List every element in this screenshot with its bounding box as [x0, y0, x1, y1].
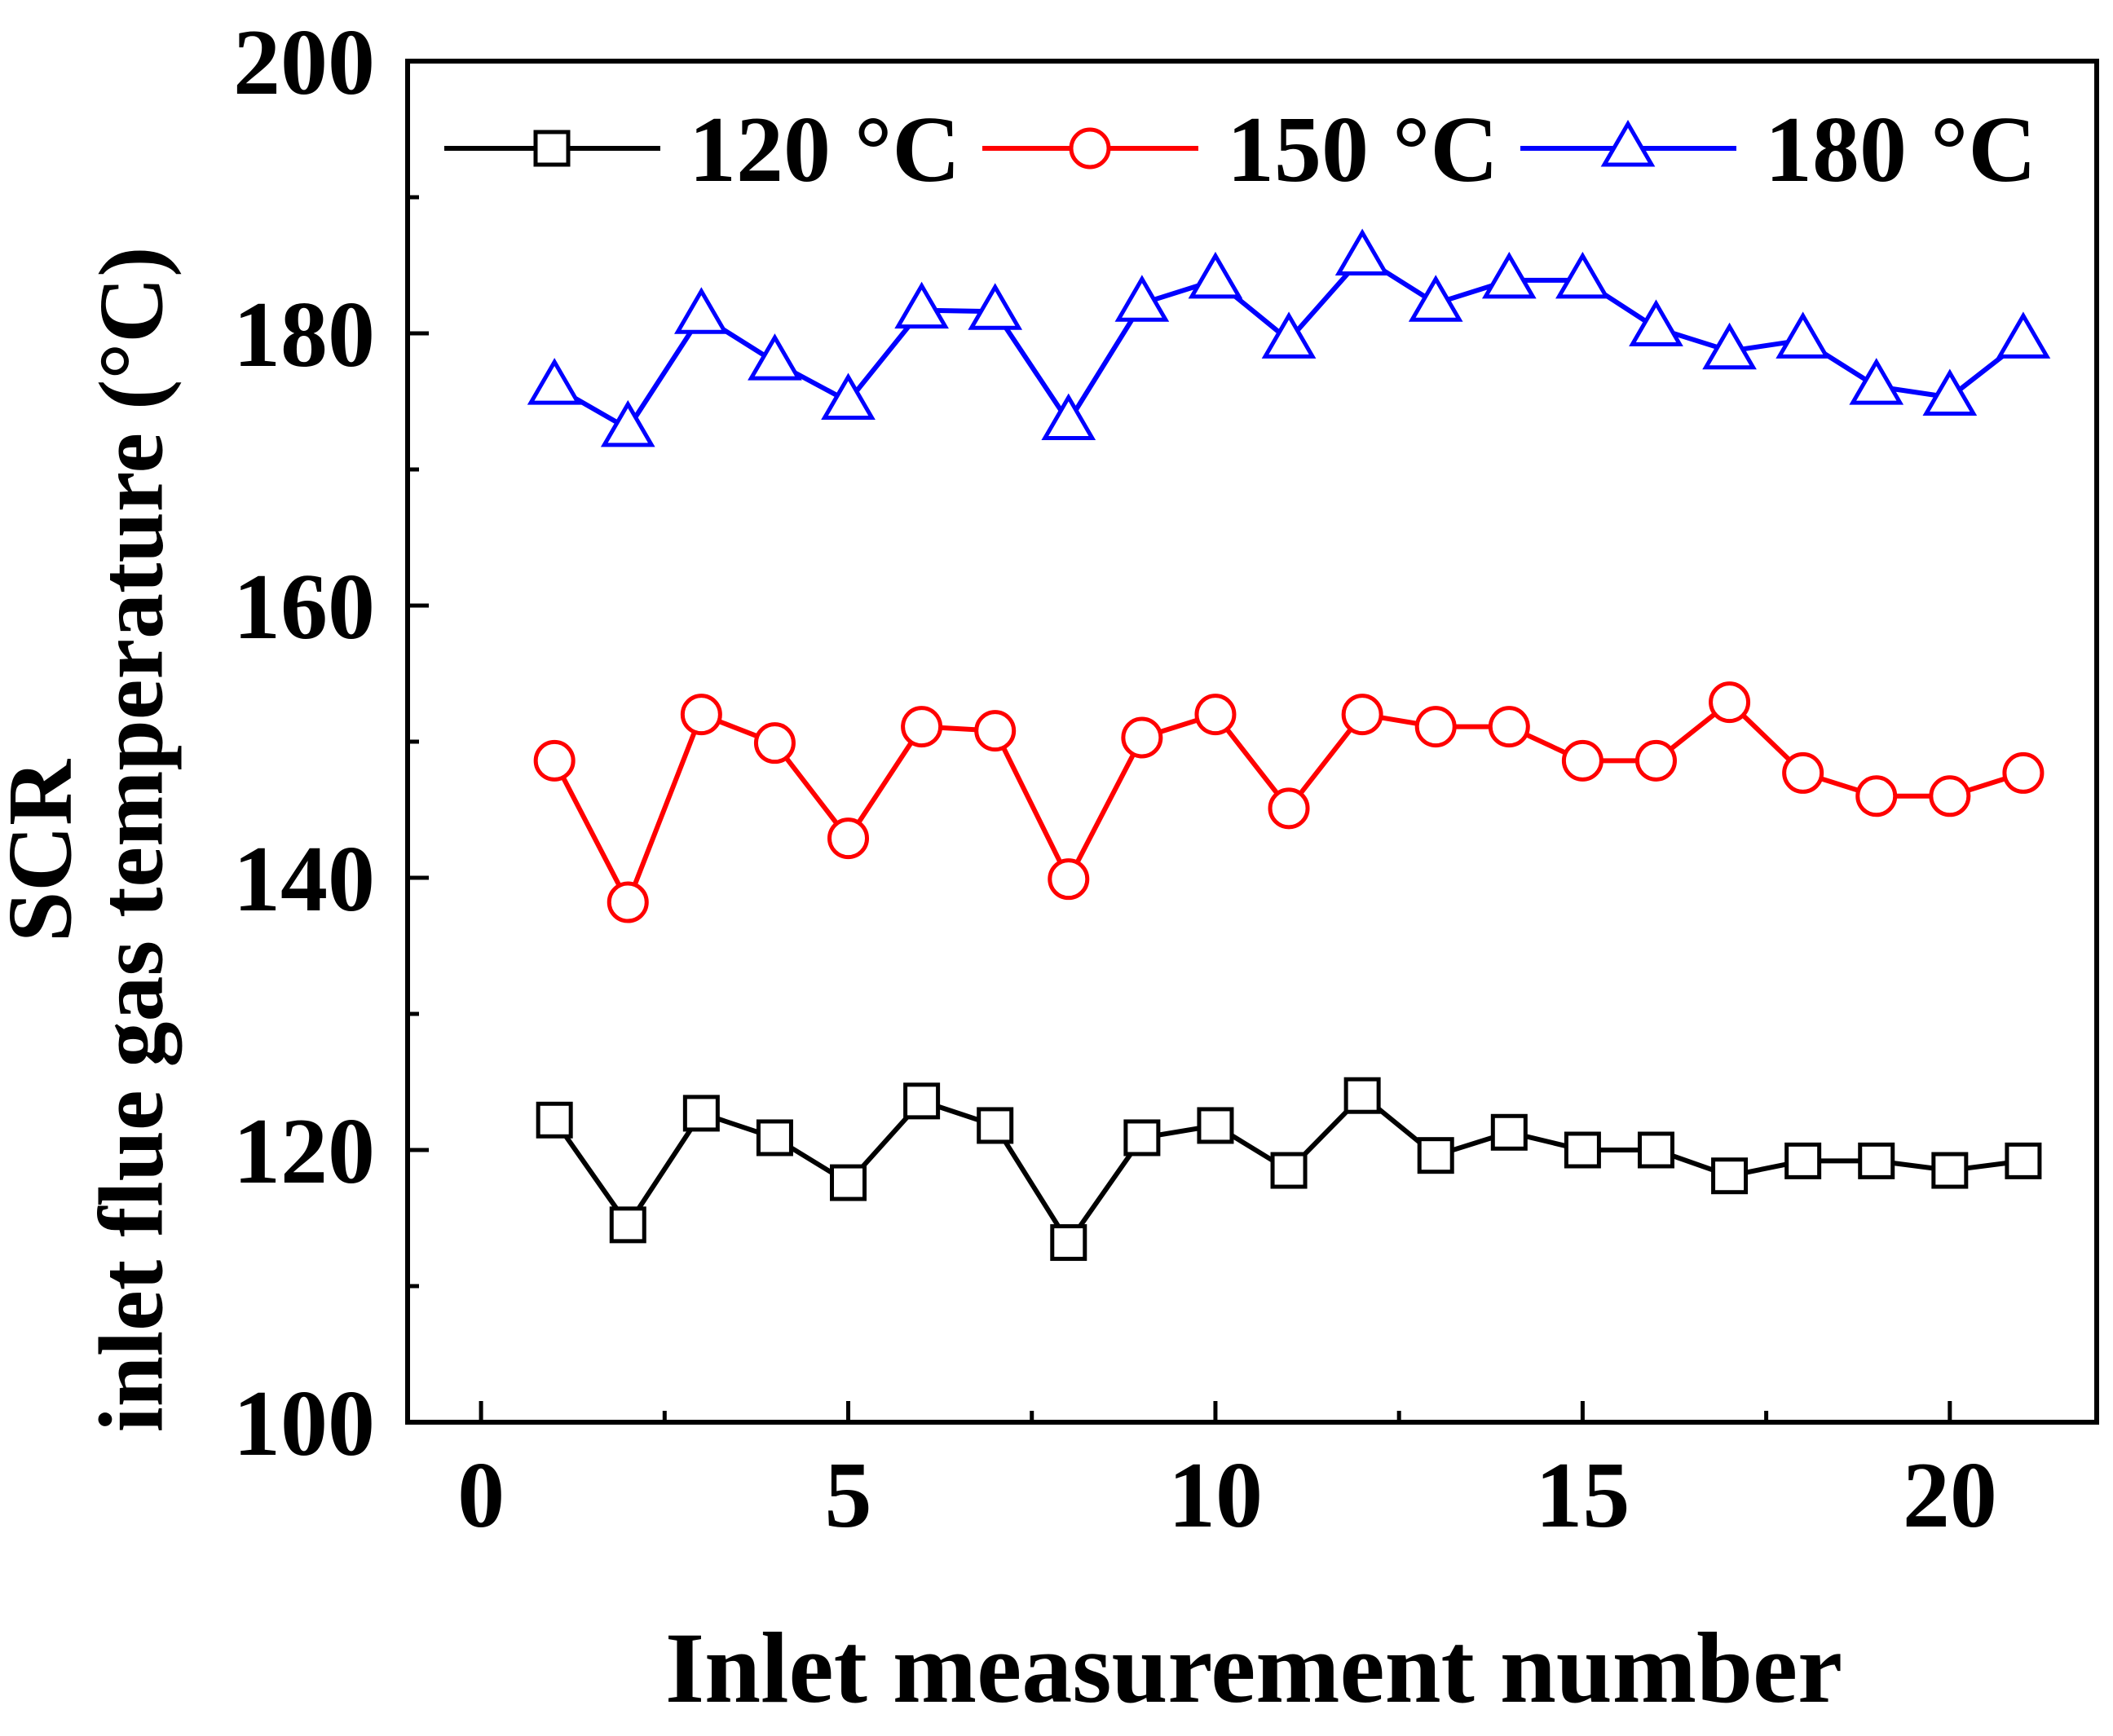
data-point — [1629, 299, 1683, 346]
legend-marker — [1069, 127, 1111, 170]
data-point — [1050, 1224, 1087, 1262]
data-point — [901, 706, 943, 748]
data-point — [1929, 775, 1971, 817]
x-tick-label: 10 — [1168, 1443, 1263, 1548]
data-point — [2002, 751, 2045, 794]
data-point — [600, 399, 655, 447]
data-point — [1858, 1142, 1895, 1179]
data-point — [536, 1101, 573, 1139]
x-tick-label: 0 — [457, 1443, 505, 1548]
data-point — [1711, 1157, 1749, 1195]
data-point — [1343, 1077, 1381, 1114]
data-point — [756, 1119, 793, 1157]
data-point — [1197, 1107, 1234, 1144]
series-120c — [536, 1077, 2042, 1262]
data-point — [1041, 393, 1096, 441]
y-tick-label: 200 — [233, 11, 375, 115]
data-point — [680, 694, 722, 736]
legend-label: 150 °C — [1227, 98, 1498, 202]
x-tick-label: 20 — [1903, 1443, 1997, 1548]
data-point — [1784, 1142, 1822, 1179]
legend-marker — [533, 130, 571, 167]
data-point — [1417, 1137, 1454, 1174]
legend: 120 °C 150 °C 180 °C — [444, 98, 2036, 202]
plot-series — [527, 228, 2051, 1262]
y-axis-title: SCR inlet flue gas temperature (°C) — [0, 247, 182, 1433]
data-point — [1114, 275, 1170, 322]
data-point — [674, 287, 729, 334]
data-point — [974, 710, 1017, 752]
data-point — [894, 281, 949, 329]
data-point — [1709, 681, 1751, 724]
data-point — [682, 1095, 720, 1132]
legend-item: 180 °C — [1520, 98, 2036, 202]
plot-frame — [405, 59, 2099, 1425]
data-point — [1414, 706, 1457, 748]
data-point — [1855, 775, 1898, 817]
data-point — [827, 817, 870, 860]
data-point — [903, 1082, 941, 1120]
y-axis-title-line-2: inlet flue gas temperature (°C) — [81, 247, 182, 1433]
legend-item: 150 °C — [982, 98, 1498, 202]
data-point — [1564, 1131, 1601, 1169]
x-tick-label: 15 — [1535, 1443, 1630, 1548]
x-axis-title: Inlet measurement number — [665, 1612, 1842, 1724]
data-point — [1270, 1152, 1308, 1189]
data-point — [830, 1164, 867, 1201]
data-point — [607, 881, 649, 923]
legend-item: 120 °C — [444, 98, 960, 202]
data-point — [1048, 858, 1090, 901]
data-point — [1996, 311, 2051, 359]
axes: 0 5 10 15 20 100 120 140 160 180 200 — [233, 11, 2099, 1548]
data-point — [748, 333, 802, 381]
data-point — [1922, 368, 1978, 416]
data-point — [1123, 1119, 1161, 1157]
data-point — [1341, 694, 1383, 736]
data-point — [1931, 1152, 1969, 1189]
y-tick-label: 120 — [233, 1099, 375, 1204]
data-point — [1488, 706, 1530, 748]
legend-marker — [1600, 120, 1656, 167]
data-point — [1188, 251, 1243, 299]
data-point — [1634, 739, 1677, 782]
series-150c — [533, 681, 2045, 923]
data-point — [1194, 694, 1237, 736]
data-point — [1555, 251, 1610, 299]
data-point — [1481, 251, 1537, 299]
y-axis-title-line-1: SCR — [0, 759, 90, 942]
data-point — [1121, 716, 1163, 759]
legend-label: 180 °C — [1765, 98, 2036, 202]
data-point — [2005, 1142, 2042, 1179]
data-point — [1782, 751, 1824, 794]
data-point — [609, 1206, 646, 1244]
data-point — [1490, 1113, 1528, 1151]
y-tick-label: 160 — [233, 555, 375, 659]
legend-label: 120 °C — [689, 98, 960, 202]
data-point — [533, 739, 576, 782]
data-point — [977, 1107, 1014, 1144]
data-point — [1776, 311, 1830, 359]
data-point — [1637, 1131, 1674, 1169]
data-point — [1261, 311, 1317, 359]
data-point — [1702, 322, 1757, 370]
data-point — [1268, 787, 1310, 830]
x-tick-label: 5 — [825, 1443, 872, 1548]
data-point — [968, 283, 1023, 330]
data-point — [527, 358, 582, 405]
y-tick-label: 100 — [233, 1372, 375, 1476]
data-point — [1408, 275, 1463, 322]
data-point — [821, 372, 876, 420]
y-tick-label: 140 — [233, 827, 375, 932]
data-point — [753, 722, 796, 764]
data-point — [1561, 739, 1603, 782]
series-180c — [527, 228, 2051, 447]
data-point — [1334, 228, 1390, 275]
data-point — [1849, 358, 1904, 405]
y-tick-label: 180 — [233, 283, 375, 387]
